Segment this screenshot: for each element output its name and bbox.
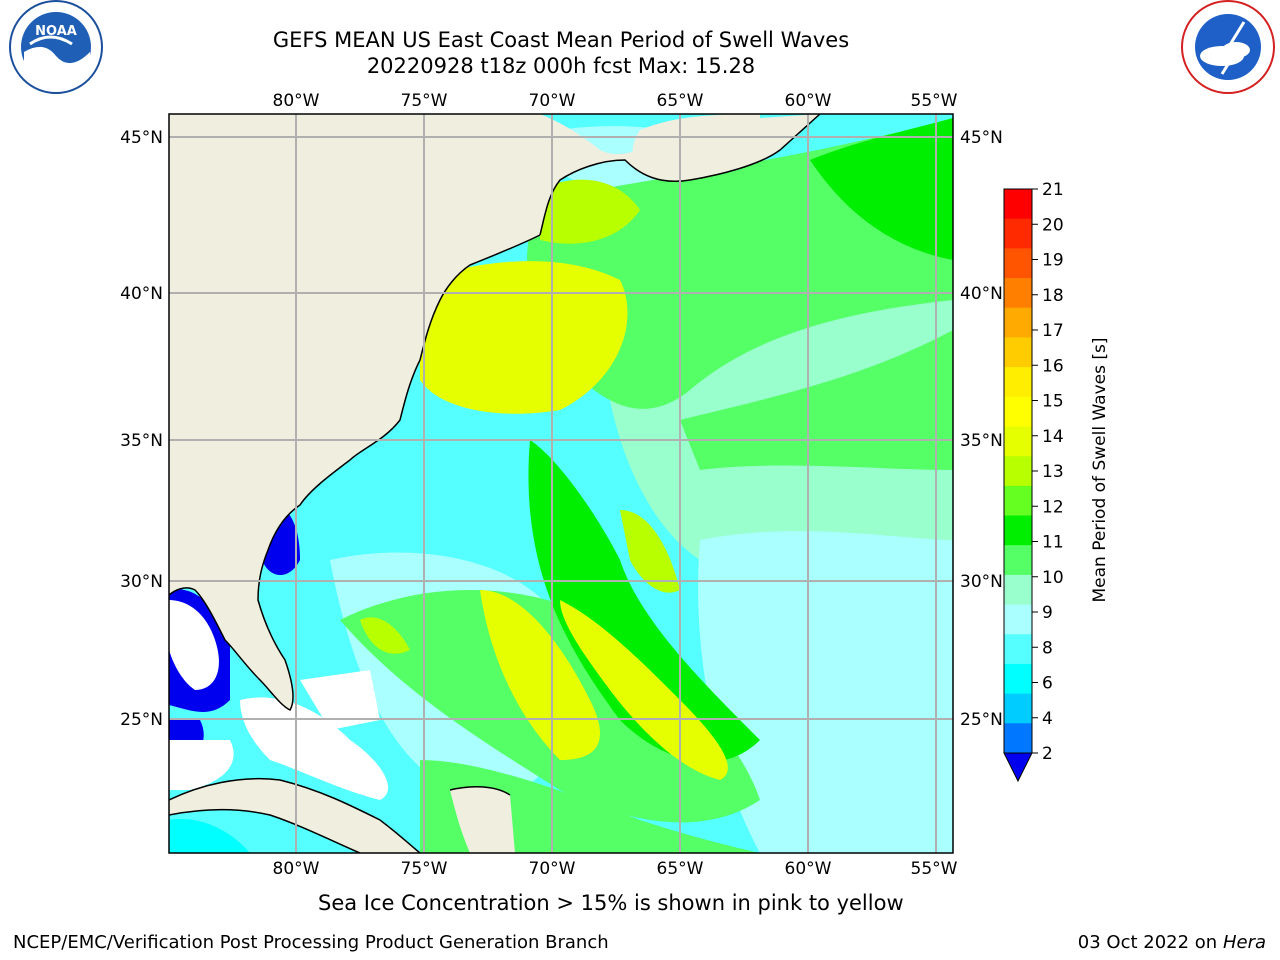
colorbar-swatch <box>1004 545 1032 576</box>
lon-labels-bottom: 80°W 75°W 70°W 65°W 60°W 55°W <box>273 859 958 879</box>
colorbar-tick-label: 13 <box>1042 462 1064 482</box>
lon-label-bottom: 80°W <box>273 859 320 879</box>
colorbar-swatch <box>1004 189 1032 220</box>
lat-labels-right: 45°N 40°N 35°N 30°N 25°N <box>960 128 1003 730</box>
noaa-logo-icon: NOAA <box>9 0 103 94</box>
footer-credit: NCEP/EMC/Verification Post Processing Pr… <box>13 932 609 953</box>
lon-labels-top: 80°W 75°W 70°W 65°W 60°W 55°W <box>273 91 958 111</box>
lon-label-bottom: 60°W <box>785 859 832 879</box>
lon-label-top: 65°W <box>657 91 704 111</box>
colorbar-tick-label: 20 <box>1042 215 1064 235</box>
colorbar-swatch <box>1004 367 1032 398</box>
plot-title: GEFS MEAN US East Coast Mean Period of S… <box>272 28 850 52</box>
lat-label-right: 45°N <box>960 128 1003 148</box>
colorbar-swatch <box>1004 278 1032 309</box>
colorbar-swatch <box>1004 337 1032 368</box>
colorbar-label: Mean Period of Swell Waves [s] <box>1090 338 1110 603</box>
swell-period-field <box>169 114 953 853</box>
colorbar-tick-label: 11 <box>1042 533 1064 553</box>
colorbar-swatch <box>1004 604 1032 635</box>
colorbar-swatch <box>1004 248 1032 279</box>
lat-label-right: 40°N <box>960 284 1003 304</box>
colorbar-swatch <box>1004 307 1032 338</box>
colorbar-tick-label: 12 <box>1042 497 1064 517</box>
lat-label-left: 30°N <box>120 572 163 592</box>
colorbar-tick-label: 2 <box>1042 744 1053 764</box>
lat-label-left: 45°N <box>120 128 163 148</box>
colorbar-swatch <box>1004 456 1032 487</box>
colorbar-tick-label: 19 <box>1042 251 1064 271</box>
nws-logo-icon <box>1181 0 1275 94</box>
colorbar-swatch <box>1004 723 1032 754</box>
colorbar-tick-label: 21 <box>1042 180 1064 200</box>
colorbar-swatch <box>1004 574 1032 606</box>
colorbar-swatch <box>1004 693 1032 724</box>
colorbar-tick-label: 10 <box>1042 568 1064 588</box>
colorbar: 21 20 19 18 17 16 15 14 13 12 11 10 9 8 6 4 2 <box>1003 180 1064 783</box>
lon-label-top: 70°W <box>529 91 576 111</box>
colorbar-tick-label: 4 <box>1042 709 1053 729</box>
lat-label-left: 25°N <box>120 710 163 730</box>
lon-label-top: 75°W <box>401 91 448 111</box>
colorbar-swatch <box>1004 663 1032 695</box>
colorbar-tick-label: 6 <box>1042 674 1053 694</box>
lon-label-top: 60°W <box>785 91 832 111</box>
sea-ice-note: Sea Ice Concentration > 15% is shown in … <box>318 891 904 915</box>
colorbar-tick-label: 9 <box>1042 603 1053 623</box>
lon-label-top: 80°W <box>273 91 320 111</box>
lon-label-bottom: 70°W <box>529 859 576 879</box>
lon-label-bottom: 55°W <box>911 859 958 879</box>
colorbar-swatch <box>1004 515 1032 546</box>
map-frame <box>168 113 954 854</box>
noaa-logo-text: NOAA <box>35 24 77 39</box>
lat-labels-left: 45°N 40°N 35°N 30°N 25°N <box>120 128 163 730</box>
colorbar-swatch <box>1004 426 1032 457</box>
graticule <box>169 114 953 853</box>
colorbar-tick-label: 8 <box>1042 638 1053 658</box>
colorbar-tick-label: 18 <box>1042 286 1064 306</box>
plot-subtitle: 20220928 t18z 000h fcst Max: 15.28 <box>366 54 756 78</box>
colorbar-tick-label: 15 <box>1042 392 1064 412</box>
lat-label-right: 25°N <box>960 710 1003 730</box>
footer-date-text: 03 Oct 2022 on <box>1077 932 1223 953</box>
footer-date: 03 Oct 2022 on Hera <box>1078 932 1266 953</box>
lat-label-left: 40°N <box>120 284 163 304</box>
colorbar-tick-label: 17 <box>1042 321 1064 341</box>
colorbar-swatch <box>1004 396 1032 427</box>
colorbar-under-arrow <box>1003 752 1033 783</box>
lat-label-right: 30°N <box>960 572 1003 592</box>
lat-label-right: 35°N <box>960 431 1003 451</box>
lat-label-left: 35°N <box>120 431 163 451</box>
colorbar-swatch <box>1004 634 1032 665</box>
colorbar-swatch <box>1004 485 1032 517</box>
colorbar-swatch <box>1004 218 1032 249</box>
lon-label-bottom: 75°W <box>401 859 448 879</box>
footer-host: Hera <box>1222 932 1266 953</box>
lon-label-top: 55°W <box>911 91 958 111</box>
colorbar-tick-label: 14 <box>1042 427 1064 447</box>
lon-label-bottom: 65°W <box>657 859 704 879</box>
colorbar-tick-label: 16 <box>1042 356 1064 376</box>
